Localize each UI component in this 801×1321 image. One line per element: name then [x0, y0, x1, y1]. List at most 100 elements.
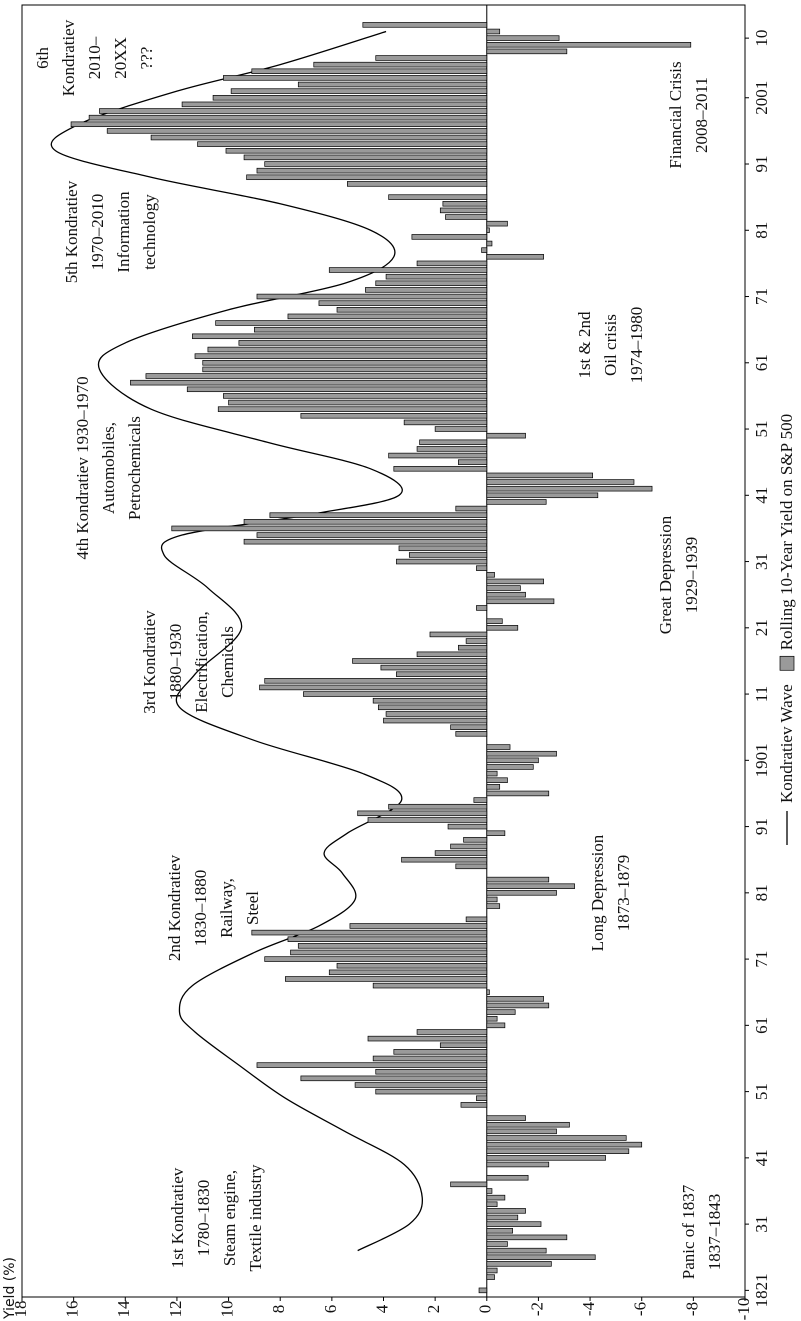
bar — [486, 784, 501, 790]
bar — [393, 466, 488, 472]
bar — [486, 492, 599, 499]
bar — [385, 711, 488, 717]
bar — [318, 300, 488, 306]
bar — [486, 830, 506, 836]
bar — [336, 307, 488, 313]
annotation: Chemicals — [218, 626, 237, 698]
wave-line — [50, 30, 424, 1252]
bar — [486, 1267, 498, 1274]
bar — [372, 1055, 488, 1062]
bar — [458, 644, 488, 651]
bar — [328, 267, 488, 273]
bar — [130, 379, 488, 386]
bar — [455, 731, 488, 737]
y-tick-label: -4 — [579, 1301, 598, 1316]
bar — [486, 1208, 526, 1214]
annotation: Steel — [243, 891, 262, 925]
legend-label: Kondratiev Wave — [777, 684, 796, 803]
bar — [385, 273, 488, 280]
bar — [476, 565, 488, 571]
bar — [256, 167, 488, 174]
bar — [486, 1234, 568, 1241]
x-tick-label: 81 — [752, 222, 771, 239]
bar — [290, 949, 488, 956]
bar — [486, 1015, 498, 1022]
x-tick-label: 41 — [752, 1149, 771, 1166]
annotation: 1974–1980 — [627, 307, 646, 384]
annotation: Petrochemicals — [125, 416, 144, 520]
bar — [251, 929, 488, 936]
bar — [408, 552, 488, 558]
bar — [486, 618, 503, 624]
bar — [486, 472, 594, 479]
bar — [352, 658, 488, 664]
bar — [300, 1075, 488, 1082]
annotation: 1970–2010 — [88, 194, 107, 271]
bar — [264, 161, 488, 167]
bar — [328, 969, 488, 976]
bar — [486, 1022, 506, 1029]
bar — [202, 360, 488, 366]
y-tick-label: -2 — [527, 1302, 546, 1316]
y-tick-label: 14 — [114, 1300, 133, 1318]
bar — [486, 883, 575, 889]
annotation: 5th Kondratiev — [62, 180, 81, 283]
bar — [486, 585, 521, 591]
bar — [455, 505, 488, 512]
x-tick-label: 91 — [752, 818, 771, 835]
y-tick-label: 6 — [321, 1305, 340, 1314]
bar — [383, 717, 488, 724]
bar — [202, 366, 488, 373]
bar — [476, 1095, 488, 1101]
annotation: 1780–1830 — [194, 1180, 213, 1257]
annotation: Panic of 1837 — [679, 1184, 698, 1279]
bar — [336, 962, 488, 969]
y-tick-label: 2 — [424, 1305, 443, 1314]
annotation: Automobiles, — [99, 422, 118, 514]
legend: Kondratiev Wave Rolling 10-Year Yield on … — [777, 414, 796, 845]
annotation: technology — [140, 194, 159, 270]
bar — [460, 1102, 488, 1108]
bar — [313, 61, 488, 68]
bar — [486, 996, 544, 1002]
bar — [486, 1135, 627, 1141]
bar — [478, 1287, 488, 1294]
bar — [243, 538, 488, 545]
bar — [473, 797, 488, 803]
bar — [486, 1002, 550, 1009]
bar — [486, 757, 539, 764]
annotation: Financial Crisis — [666, 61, 685, 168]
bar — [486, 598, 555, 605]
bar — [486, 220, 508, 227]
bar — [481, 247, 488, 253]
x-tick-label: 31 — [752, 1216, 771, 1233]
bar — [486, 1161, 550, 1168]
bar — [217, 406, 488, 412]
annotation: Long Depression — [588, 834, 607, 951]
bar — [181, 101, 488, 108]
bar — [486, 42, 692, 48]
bar — [434, 850, 488, 856]
bar — [416, 651, 488, 658]
bar — [416, 260, 488, 267]
bar — [486, 903, 501, 909]
bar — [256, 1062, 488, 1068]
annotation: 1880–1930 — [166, 624, 185, 701]
bar — [486, 479, 635, 485]
bar — [486, 48, 568, 55]
bar — [486, 1009, 516, 1015]
bar — [401, 856, 488, 863]
bar — [145, 373, 488, 379]
legend-label: Rolling 10-Year Yield on S&P 500 — [777, 414, 796, 650]
bar — [106, 128, 488, 134]
x-tick-label: 71 — [752, 951, 771, 968]
bar — [486, 572, 495, 578]
bar — [396, 671, 488, 677]
x-tick-label: 81 — [752, 884, 771, 901]
bar — [458, 459, 488, 465]
y-tick-label: 12 — [166, 1301, 185, 1318]
bar — [486, 1194, 506, 1201]
annotation: Oil crisis — [601, 314, 620, 376]
annotation: Great Depression — [656, 515, 675, 634]
bar — [197, 141, 488, 147]
